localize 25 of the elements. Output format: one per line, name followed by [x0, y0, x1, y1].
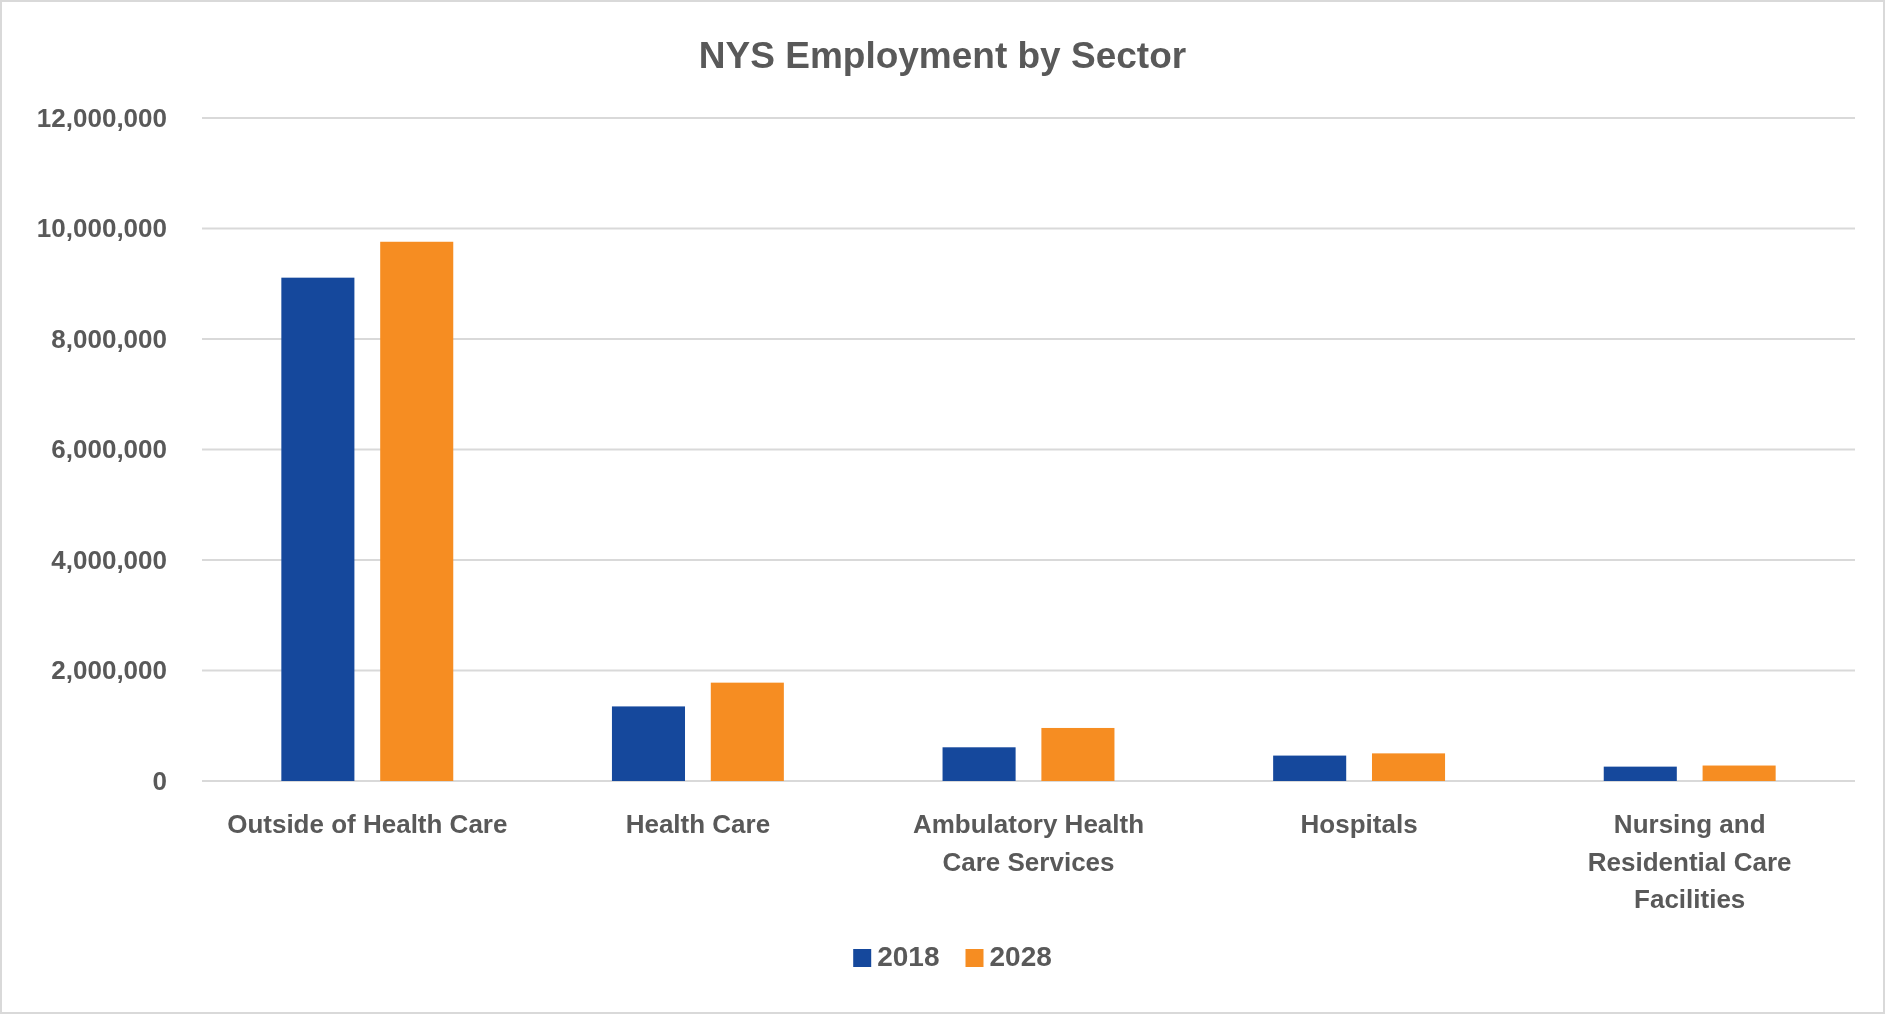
x-tick-label: Health Care — [625, 809, 771, 839]
chart-title: NYS Employment by Sector — [698, 35, 1187, 76]
bar — [1371, 753, 1446, 781]
bar — [281, 277, 355, 781]
bar — [942, 747, 1016, 781]
bar — [710, 682, 784, 781]
bar — [1041, 727, 1115, 781]
y-tick-label: 8,000,000 — [51, 323, 167, 354]
y-tick-label: 10,000,000 — [36, 213, 167, 244]
y-tick-label: 6,000,000 — [51, 434, 167, 465]
bar — [380, 241, 454, 781]
bar — [611, 706, 686, 781]
y-tick-label: 0 — [152, 765, 167, 796]
legend-label: 2028 — [989, 941, 1052, 972]
y-tick-label: 12,000,000 — [36, 102, 167, 133]
x-tick-label: Nursing and Residential Care Facilities — [1587, 809, 1792, 915]
bar — [1273, 755, 1347, 781]
y-tick-label: 2,000,000 — [51, 655, 167, 686]
legend-label: 2018 — [877, 941, 940, 972]
x-tick-label: Ambulatory Health Care Services — [912, 809, 1145, 877]
x-tick-label: Outside of Health Care — [227, 809, 508, 839]
bar — [1702, 765, 1776, 781]
bar — [1603, 766, 1677, 781]
y-tick-label: 4,000,000 — [51, 544, 167, 575]
x-tick-label: Hospitals — [1300, 809, 1418, 839]
